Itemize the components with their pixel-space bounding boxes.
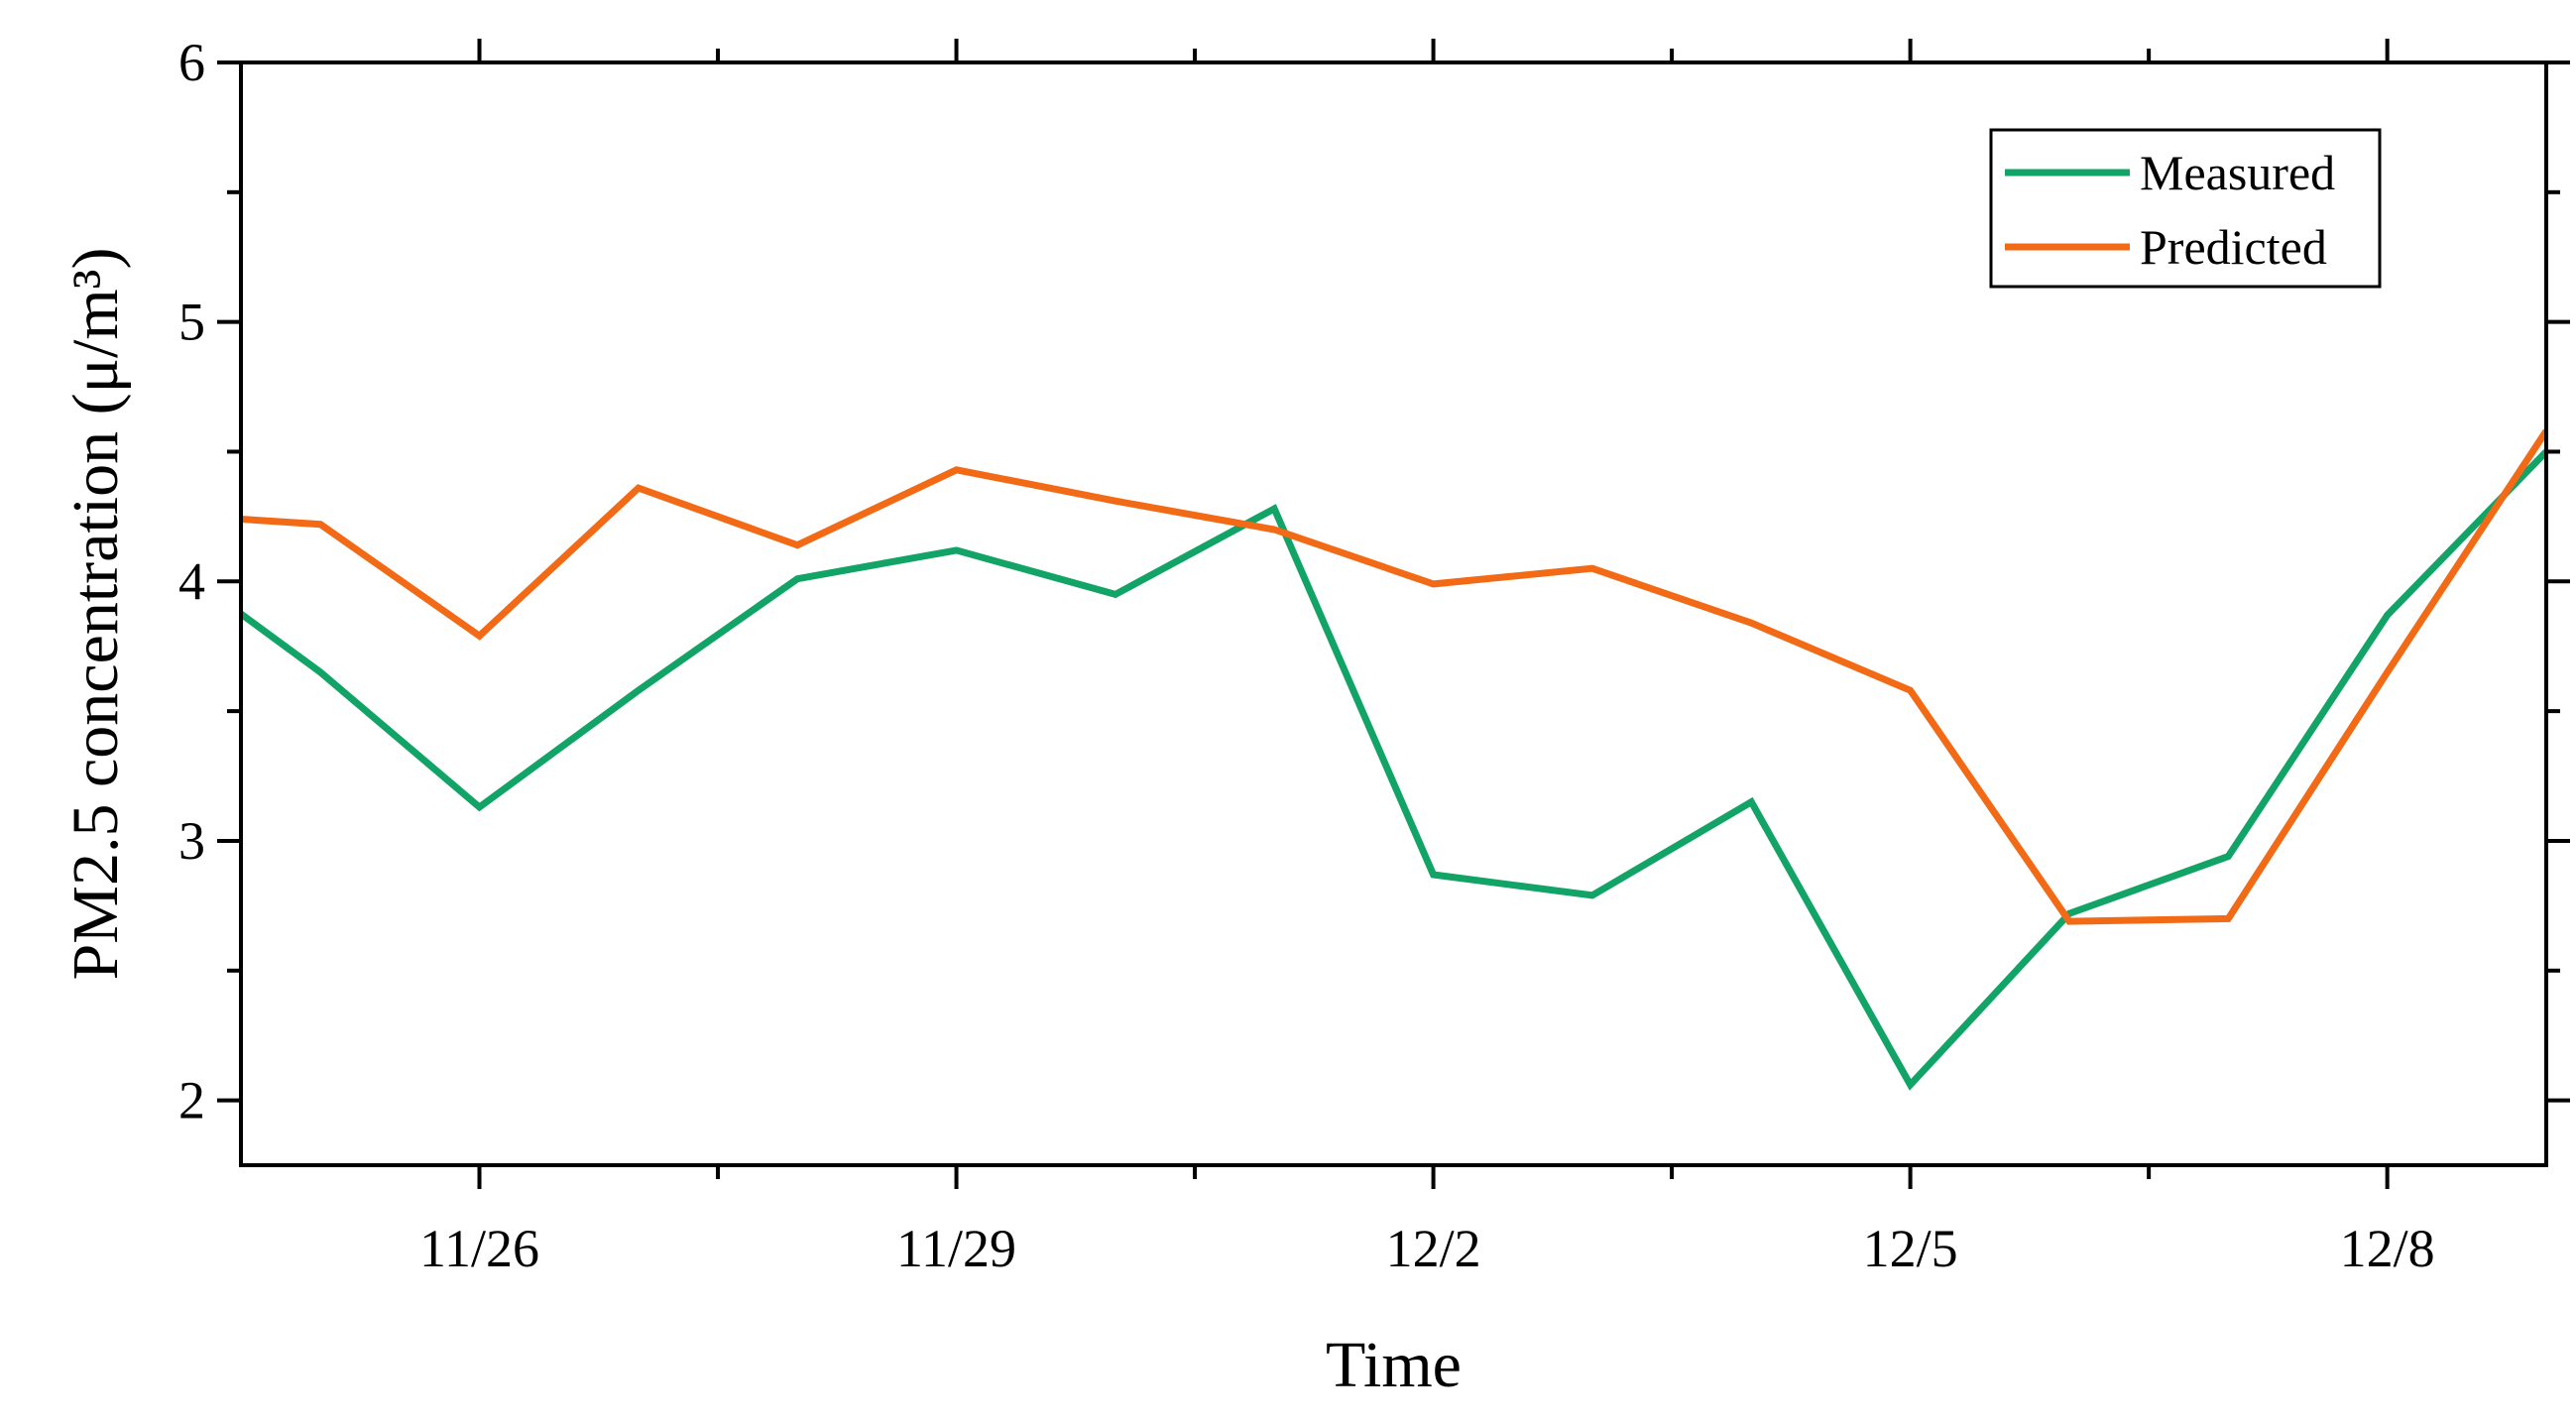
series-line-predicted [241, 428, 2546, 925]
ticks-layer: 2 3 4 5 6 11/26 11/29 12/2 12/5 12/8 [178, 33, 2570, 1278]
x-tick-label: 12/8 [2340, 1219, 2435, 1278]
series-layer [241, 428, 2546, 1091]
y-tick-label: 3 [178, 811, 205, 871]
plot-frame [239, 60, 2548, 1167]
x-tick-label: 11/26 [419, 1219, 539, 1278]
x-tick-label: 12/2 [1386, 1219, 1481, 1278]
legend: Measured Predicted [1989, 128, 2382, 289]
series-line-measured [241, 449, 2546, 1091]
legend-box [1989, 128, 2382, 289]
x-tick-label: 12/5 [1863, 1219, 1958, 1278]
legend-label-predicted: Predicted [2140, 219, 2327, 275]
y-tick-label: 2 [178, 1071, 205, 1130]
legend-label-measured: Measured [2140, 145, 2335, 200]
y-tick-label: 4 [178, 551, 205, 611]
y-tick-label: 5 [178, 293, 205, 352]
x-tick-label: 11/29 [896, 1219, 1016, 1278]
x-axis-title: Time [1326, 1329, 1462, 1401]
y-tick-label: 6 [178, 33, 205, 92]
y-axis-title: PM2.5 concentration (μ/m³) [59, 248, 132, 981]
